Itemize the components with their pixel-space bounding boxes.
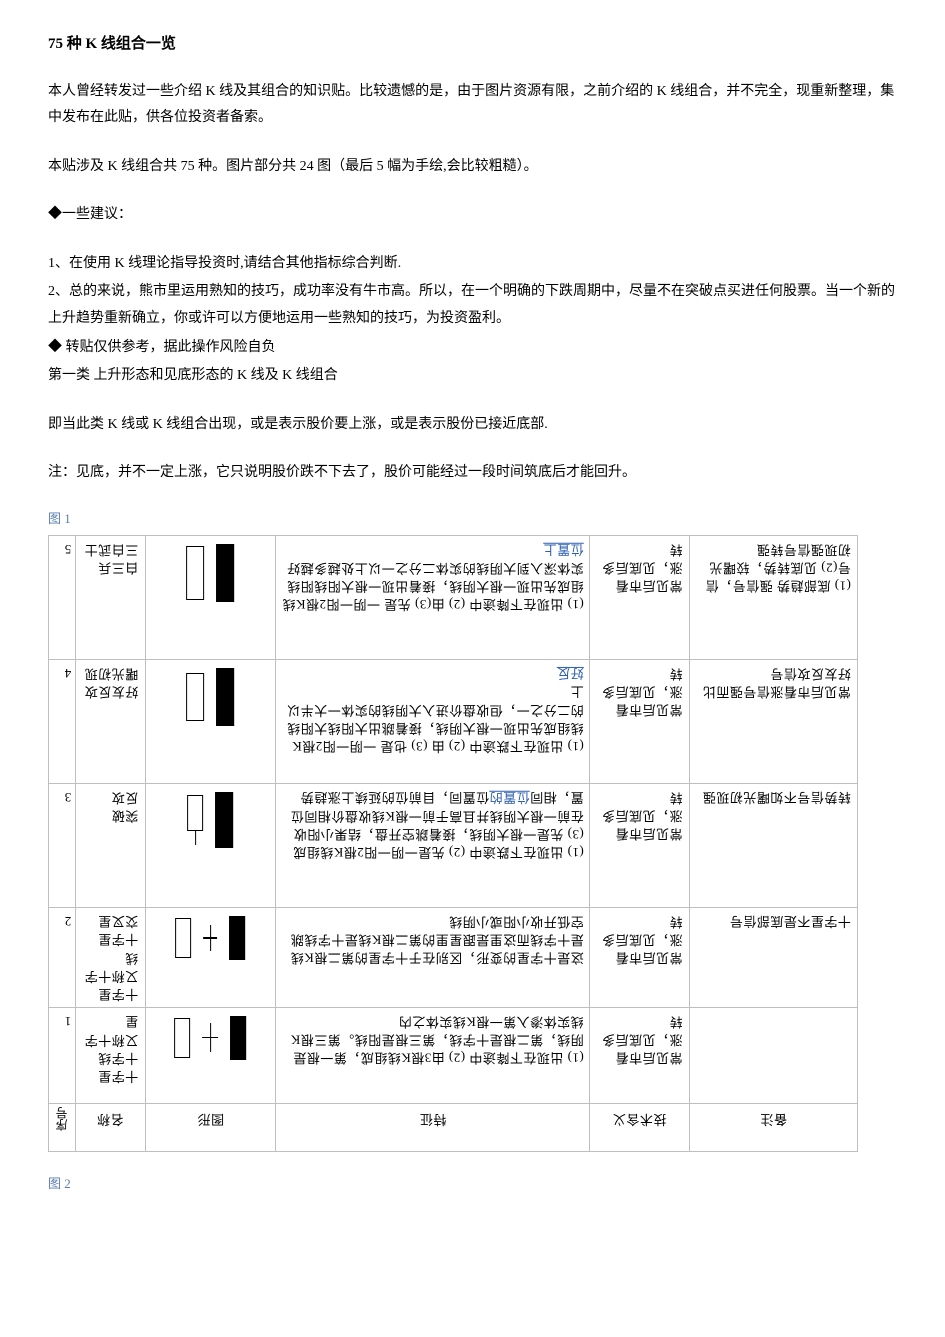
pattern-feature: (1) 出现在下降途中 (2) 由3根K线组成，第一根是阴线，第二根是十字线，第… [276,1008,590,1071]
candle-diagram [146,660,275,734]
col-name-header: 名称 [76,1104,144,1133]
pattern-signal: 常见后市看涨，见底后多转 [590,908,689,971]
page-title: 75 种 K 线组合一览 [48,30,897,59]
figure-2-label: 图 2 [48,1172,897,1197]
pattern-name: 十字星 又称十字线 十字星 交叉星 [76,908,144,1007]
inline-link[interactable]: 位置的 [489,790,530,805]
row-index: 3 [49,784,75,809]
pattern-note: 转势信号不如曙光初现强 [690,784,857,810]
table-row: 2 十字星 又称十字线 十字星 交叉星 这是十字星的变形，区别在于十字星的第二根… [49,907,858,1007]
row-index: 5 [49,536,75,561]
intro-para-2: 本贴涉及 K 线组合共 75 种。图片部分共 24 图（最后 5 幅为手绘,会比… [48,154,897,181]
pattern-note: 常见后市看涨信号强而比好友反攻信号 [690,660,857,704]
row-index: 4 [49,660,75,685]
col-signal-header: 技术含义 [590,1104,689,1133]
col-diagram-header: 图形 [146,1104,275,1133]
candle-diagram [146,536,275,610]
col-feature-header: 特征 [276,1104,590,1133]
table-row: 5 白三兵 三白武士 (1) 出现在下降途中 (2) 由(3) 先是 一阴一阳2… [49,535,858,659]
disclaimer: ◆ 转贴仅供参考，据此操作风险自负 [48,335,897,362]
pattern-note: 十字星不是底部信号 [690,908,857,934]
pattern-signal: 常见后市看涨，见底后多转 [590,784,689,847]
pattern-name: 白三兵 三白武士 [76,536,144,580]
suggestions-header: ◆一些建议： [48,202,897,229]
pattern-note [690,1008,857,1016]
figure-1-label: 图 1 [48,507,897,532]
suggestion-1: 1、在使用 K 线理论指导投资时,请结合其他指标综合判断. [48,251,897,278]
table-row: 3 突破 反攻 (1) 出现在下跌途中 (2) 先是一阴一阳2根K线组成 (3)… [49,783,858,907]
pattern-name: 好友反攻 曙光初现 [76,660,144,704]
row-index: 2 [49,908,75,933]
col-index-header: 序号 [49,1104,76,1134]
pattern-feature: (1) 出现在下降途中 (2) 由(3) 先是 一阴一阳2根K线组成先出现一根大… [276,536,590,617]
pattern-feature: (1) 出现在下跌途中 (2) 先是一阴一阳2根K线组成 (3) 先是一根大阴线… [276,784,590,865]
pattern-feature: (1) 出现在下跌途中 (2) 由 (3) 也是 一阴一阳2根K线组成先出现一根… [276,660,590,759]
pattern-signal: 常见后市看涨，见底后多转 [590,660,689,723]
table-header-row: 序号 名称 图形 特征 技术含义 备注 [49,1103,858,1151]
pattern-name: 突破 反攻 [76,784,144,828]
row-index: 1 [49,1008,75,1033]
category-1-header: 第一类 上升形态和见底形态的 K 线及 K 线组合 [48,363,897,390]
pattern-signal: 常见后市看涨，见底后多转 [590,536,689,599]
category-desc-2: 注：见底，并不一定上涨，它只说明股价跌不下去了，股价可能经过一段时间筑底后才能回… [48,460,897,487]
pattern-note: (1) 底部趋势 强信号，信号(2) 见底转势，较曙光初现强信号转强 [690,536,857,599]
candle-diagram [146,908,275,968]
inline-link[interactable]: 位置上 [543,542,584,557]
inline-link[interactable]: 好反 [556,666,583,681]
candle-diagram [146,784,275,856]
suggestion-2: 2、总的来说，熊市里运用熟知的技巧，成功率没有牛市高。所以，在一个明确的下跌周期… [48,279,897,332]
pattern-feature: 这是十字星的变形，区别在于十字星的第二根K线是十字线而这里是跟星里的第二根K线是… [276,908,590,971]
pattern-name: 十字星 十字线 又称十字星 [76,1008,144,1089]
category-desc-1: 即当此类 K 线或 K 线组合出现，或是表示股价要上涨，或是表示股份已接近底部. [48,412,897,439]
candle-diagram [146,1008,275,1068]
table-row: 1 十字星 十字线 又称十字星 (1) 出现在下降途中 (2) 由3根K线组成，… [49,1007,858,1103]
kline-table: 5 白三兵 三白武士 (1) 出现在下降途中 (2) 由(3) 先是 一阴一阳2… [48,535,858,1152]
col-note-header: 备注 [690,1104,857,1133]
pattern-signal: 常见后市看涨，见底后多转 [590,1008,689,1071]
intro-para-1: 本人曾经转发过一些介绍 K 线及其组合的知识贴。比较遗憾的是，由于图片资源有限，… [48,79,897,132]
table-row: 4 好友反攻 曙光初现 (1) 出现在下跌途中 (2) 由 (3) 也是 一阴一… [49,659,858,783]
